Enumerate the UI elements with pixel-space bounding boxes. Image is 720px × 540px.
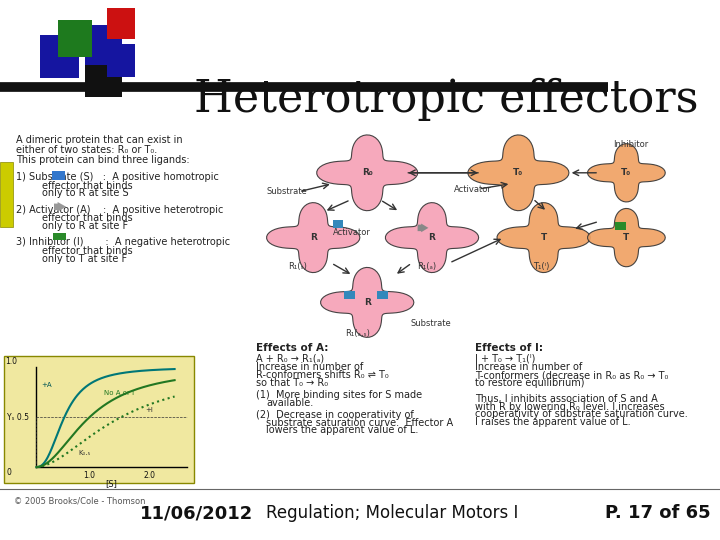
Text: lowers the apparent value of L.: lowers the apparent value of L. [266, 426, 419, 435]
Bar [107, 8, 135, 39]
Text: either of two states: R₀ or T₀.: either of two states: R₀ or T₀. [16, 145, 157, 155]
Text: +A: +A [42, 382, 53, 388]
Text: This protein can bind three ligands:: This protein can bind three ligands: [16, 155, 189, 165]
Text: R: R [364, 298, 371, 307]
Text: Increase in number of: Increase in number of [475, 362, 582, 372]
Text: substrate saturation curve.  Effector A: substrate saturation curve. Effector A [266, 418, 454, 428]
Text: 0: 0 [6, 468, 11, 477]
Text: effector that binds: effector that binds [42, 246, 132, 256]
Text: P. 17 of 65: P. 17 of 65 [605, 504, 711, 522]
Text: (2)  Decrease in cooperativity of: (2) Decrease in cooperativity of [256, 410, 413, 420]
Text: R: R [310, 233, 317, 242]
Text: Activator: Activator [454, 185, 492, 194]
Bar [107, 44, 135, 77]
Text: R: R [428, 233, 436, 242]
Text: so that T₀ → R₀: so that T₀ → R₀ [256, 378, 328, 388]
Text: T: T [624, 233, 629, 242]
Text: Effects of A:: Effects of A: [256, 343, 328, 353]
Text: 2) Activator (A)    :  A positive heterotropic: 2) Activator (A) : A positive heterotrop… [16, 205, 223, 214]
Text: A + R₀ → R₁(ₐ): A + R₀ → R₁(ₐ) [256, 354, 324, 363]
Text: R₁(ₐ): R₁(ₐ) [418, 262, 437, 271]
Polygon shape [385, 202, 479, 273]
Text: 2.0: 2.0 [143, 471, 156, 480]
Text: K₀.₅: K₀.₅ [78, 450, 91, 456]
Text: +I: +I [145, 407, 153, 413]
Bar [615, 222, 626, 230]
Text: T₁(ᴵ): T₁(ᴵ) [533, 262, 549, 271]
Polygon shape [468, 135, 569, 211]
Text: I + T₀ → T₁(ᴵ): I + T₀ → T₁(ᴵ) [475, 354, 536, 363]
Bar [0, 162, 13, 227]
Text: only to T at site F: only to T at site F [42, 254, 127, 264]
Polygon shape [320, 267, 414, 338]
Text: R₁(ₐ,ₛ): R₁(ₐ,ₛ) [346, 329, 371, 338]
Text: effector that binds: effector that binds [42, 181, 132, 191]
Bar [85, 65, 122, 97]
Text: only to R at site S: only to R at site S [42, 188, 128, 198]
Text: A dimeric protein that can exist in: A dimeric protein that can exist in [16, 136, 182, 145]
Bar [53, 233, 66, 240]
FancyArrow shape [418, 224, 428, 232]
Bar [58, 20, 92, 57]
Text: 1) Substrate (S)   :  A positive homotropic: 1) Substrate (S) : A positive homotropic [16, 172, 219, 182]
Text: Effects of I:: Effects of I: [475, 343, 543, 353]
Bar [344, 291, 355, 299]
Text: No A or I: No A or I [104, 390, 134, 396]
Text: Inhibitor: Inhibitor [613, 140, 649, 150]
Text: effector that binds: effector that binds [42, 213, 132, 223]
Polygon shape [588, 144, 665, 202]
Text: 1.0: 1.0 [5, 357, 17, 366]
Text: T₀: T₀ [621, 168, 631, 177]
Text: Substrate: Substrate [266, 187, 307, 197]
Polygon shape [317, 135, 418, 211]
Polygon shape [266, 202, 360, 273]
Polygon shape [497, 202, 590, 273]
Text: available.: available. [266, 398, 314, 408]
Text: to restore equilibrium): to restore equilibrium) [475, 378, 585, 388]
Polygon shape [588, 208, 665, 267]
Bar [4, 356, 194, 483]
Text: Activator: Activator [333, 228, 371, 237]
Bar [40, 35, 79, 78]
Text: with R by lowering R₀ level. I increases: with R by lowering R₀ level. I increases [475, 402, 665, 411]
Text: Heterotropic effectors: Heterotropic effectors [194, 78, 699, 122]
Text: only to R at site F: only to R at site F [42, 221, 128, 231]
FancyArrow shape [54, 202, 66, 212]
Text: 11/06/2012: 11/06/2012 [140, 504, 253, 522]
Text: Substrate: Substrate [410, 319, 451, 328]
Text: [S]: [S] [106, 479, 117, 488]
Text: I raises the apparent value of L.: I raises the apparent value of L. [475, 417, 631, 427]
Text: 3) Inhibitor (I)       :  A negative heterotropic: 3) Inhibitor (I) : A negative heterotrop… [16, 238, 230, 247]
Text: R₁(ₛ): R₁(ₛ) [288, 262, 307, 271]
Text: cooperativity of substrate saturation curve.: cooperativity of substrate saturation cu… [475, 409, 688, 419]
Text: Yₛ 0.5: Yₛ 0.5 [7, 413, 30, 422]
Bar [377, 291, 388, 299]
Text: © 2005 Brooks/Cole - Thomson: © 2005 Brooks/Cole - Thomson [14, 496, 146, 505]
Bar [85, 25, 122, 66]
Bar [52, 171, 65, 180]
Text: R₀: R₀ [362, 168, 372, 177]
Bar [333, 220, 343, 228]
Text: 1.0: 1.0 [83, 471, 95, 480]
Text: R-conformers shifts R₀ ⇌ T₀: R-conformers shifts R₀ ⇌ T₀ [256, 370, 388, 380]
Text: (1)  More binding sites for S made: (1) More binding sites for S made [256, 390, 422, 400]
Text: Increase in number of: Increase in number of [256, 362, 363, 372]
Text: T-conformers (decrease in R₀ as R₀ → T₀: T-conformers (decrease in R₀ as R₀ → T₀ [475, 370, 669, 380]
Text: T₀: T₀ [513, 168, 523, 177]
Text: Thus, I inhibits association of S and A: Thus, I inhibits association of S and A [475, 394, 658, 404]
Text: T: T [541, 233, 546, 242]
Text: Regulation; Molecular Motors I: Regulation; Molecular Motors I [266, 504, 519, 522]
